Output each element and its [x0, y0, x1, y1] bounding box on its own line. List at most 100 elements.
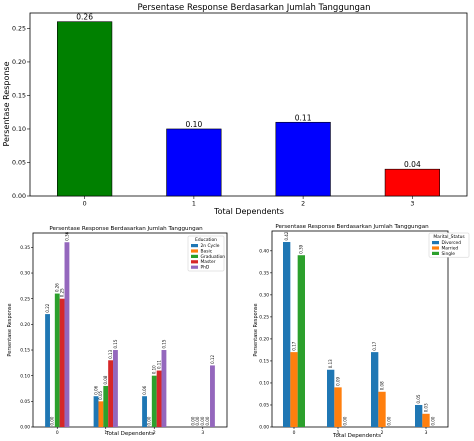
chart-education-data-label-graduation-2: 0.10: [152, 365, 157, 374]
chart-education-legend-label-phd: PhD: [201, 265, 210, 271]
chart-education-xtick-label-0: 0: [56, 430, 59, 436]
chart-education-data-label-basic-0: 0.00: [50, 416, 55, 425]
chart-education-plot-frame: [32, 232, 228, 428]
chart-top-xtick-label-1: 1: [192, 201, 196, 208]
chart-marital-xtick-label-2: 2: [381, 430, 384, 436]
chart-education-ytick-label-1: 0.05: [20, 399, 30, 405]
chart-marital-legend-swatch-married: [432, 246, 439, 250]
chart-education-bar-master-0: [59, 298, 65, 427]
chart-marital-xtick-label-0: 0: [293, 430, 296, 436]
chart-top-xlabel: Total Dependents: [213, 207, 284, 216]
chart-marital-plot-frame: [271, 230, 449, 428]
chart-top-data-label-3: 0.04: [404, 160, 421, 169]
chart-marital-data-label-divorced-0: 0.42: [284, 231, 289, 240]
chart-marital-bar-single-0: [297, 255, 305, 427]
chart-education-data-label-master-3: 0.00: [205, 416, 210, 425]
chart-marital-bar-married-1: [334, 387, 342, 427]
chart-top-ytick-label-2: 0.10: [12, 126, 26, 133]
chart-marital-ytick-label-2: 0.10: [259, 381, 269, 387]
chart-education-data-label-graduation-0: 0.26: [55, 283, 60, 292]
chart-marital-ytick-label-3: 0.15: [259, 359, 269, 365]
chart-marital-ytick-label-5: 0.25: [259, 314, 269, 320]
chart-marital-bar: Persentase Response Berdasarkan Jumlah T…: [253, 224, 470, 439]
chart-top-bar-0: [57, 21, 113, 197]
chart-marital-bar-married-0: [290, 352, 298, 427]
chart-education-legend-swatch-basic: [191, 249, 198, 253]
chart-top-ytick-label-1: 0.05: [12, 160, 26, 167]
chart-education-xtick-label-1: 1: [104, 430, 107, 436]
chart-top-ytick-label-3: 0.15: [12, 93, 26, 100]
chart-education-bar-master-2: [156, 370, 162, 427]
chart-education-data-label-master-2: 0.11: [156, 360, 161, 369]
chart-education-bar-phd-2: [161, 350, 167, 427]
chart-marital-data-label-married-2: 0.08: [379, 381, 384, 390]
chart-education-data-label-2n-cycle-3: 0.00: [190, 416, 195, 425]
chart-education-bar-graduation-1: [103, 385, 109, 427]
chart-education-data-label-2n-cycle-0: 0.22: [45, 303, 50, 312]
chart-marital-legend-label-divorced: Divorced: [442, 240, 462, 246]
chart-marital-legend-label-single: Single: [442, 251, 456, 257]
chart-education-bar-2n-cycle-1: [93, 396, 99, 427]
chart-education-ytick-label-5: 0.25: [20, 296, 30, 302]
chart-education-ytick-label-0: 0.00: [20, 425, 30, 431]
chart-top-data-label-2: 0.11: [295, 113, 312, 122]
chart-education-data-label-phd-3: 0.12: [210, 355, 215, 364]
chart-top-xtick-label-0: 0: [83, 201, 87, 208]
chart-education-xlabel: Total Dependents: [105, 431, 154, 437]
chart-education-legend-swatch-phd: [191, 265, 198, 269]
chart-education-legend-swatch-master: [191, 260, 198, 264]
chart-education-legend-swatch-graduation: [191, 254, 198, 258]
chart-marital-data-label-divorced-2: 0.17: [372, 341, 377, 350]
chart-education-data-label-phd-2: 0.15: [161, 339, 166, 348]
chart-education-bar-2n-cycle-2: [142, 396, 147, 427]
chart-education-data-label-graduation-3: 0.00: [200, 416, 205, 425]
chart-marital-ytick-label-7: 0.35: [259, 270, 269, 276]
chart-marital-legend-label-married: Married: [442, 245, 459, 251]
chart-marital-data-label-single-1: 0.00: [343, 416, 348, 425]
chart-education-data-label-basic-3: 0.00: [195, 416, 200, 425]
chart-education-bar-phd-3: [210, 365, 215, 427]
chart-education-legend-swatch-2n-cycle: [191, 244, 198, 248]
chart-marital-legend-swatch-divorced: [432, 241, 439, 245]
chart-marital-ytick-label-1: 0.05: [259, 403, 269, 409]
chart-marital-ytick-label-0: 0.00: [259, 425, 269, 431]
chart-education-data-label-master-0: 0.25: [59, 288, 64, 297]
chart-education-bar-graduation-2: [151, 375, 157, 427]
chart-marital-data-label-married-1: 0.09: [335, 376, 340, 385]
chart-education-title: Persentase Response Berdasarkan Jumlah T…: [49, 226, 203, 232]
chart-top-bar: Persentase Response Berdasarkan Jumlah T…: [2, 3, 468, 216]
chart-education-bar-master-1: [108, 360, 114, 427]
chart-education-legend-label-graduation: Graduation: [201, 254, 226, 260]
chart-marital-bar-divorced-3: [415, 404, 423, 427]
chart-top-data-label-0: 0.26: [76, 13, 93, 22]
chart-education-data-label-2n-cycle-2: 0.06: [142, 385, 147, 394]
chart-education-data-label-2n-cycle-1: 0.06: [93, 385, 98, 394]
chart-education-data-label-basic-2: 0.00: [147, 416, 152, 425]
chart-top-xtick-label-2: 2: [301, 201, 305, 208]
chart-marital-xtick-label-3: 3: [425, 430, 428, 436]
chart-marital-data-label-married-3: 0.03: [423, 403, 428, 412]
chart-education-ytick-label-6: 0.30: [20, 271, 30, 277]
chart-marital-legend-swatch-single: [432, 251, 439, 255]
chart-marital-bar-divorced-1: [327, 369, 335, 427]
chart-marital-legend-frame: [428, 232, 470, 258]
chart-education-data-label-graduation-1: 0.08: [103, 375, 108, 384]
chart-marital-data-label-single-0: 0.39: [299, 244, 304, 253]
chart-education-legend-label-basic: Basic: [201, 248, 213, 254]
chart-top-ytick-label-5: 0.25: [12, 26, 26, 33]
chart-education-ytick-label-4: 0.20: [20, 322, 30, 328]
chart-marital-ytick-label-4: 0.20: [259, 337, 269, 343]
chart-marital-bar-married-3: [422, 413, 430, 427]
chart-education-bar-2n-cycle-0: [45, 314, 50, 427]
chart-top-bar-3: [384, 168, 440, 197]
chart-top-xtick-label-3: 3: [410, 201, 414, 208]
chart-education-data-label-basic-1: 0.05: [98, 390, 103, 399]
chart-education-ylabel: Persentase Response: [7, 303, 13, 356]
chart-top-data-label-1: 0.10: [186, 120, 203, 129]
chart-top-bar-1: [166, 128, 222, 197]
chart-marital-legend-title: Marital_Status: [433, 234, 465, 240]
chart-education-ytick-label-2: 0.10: [20, 373, 30, 379]
